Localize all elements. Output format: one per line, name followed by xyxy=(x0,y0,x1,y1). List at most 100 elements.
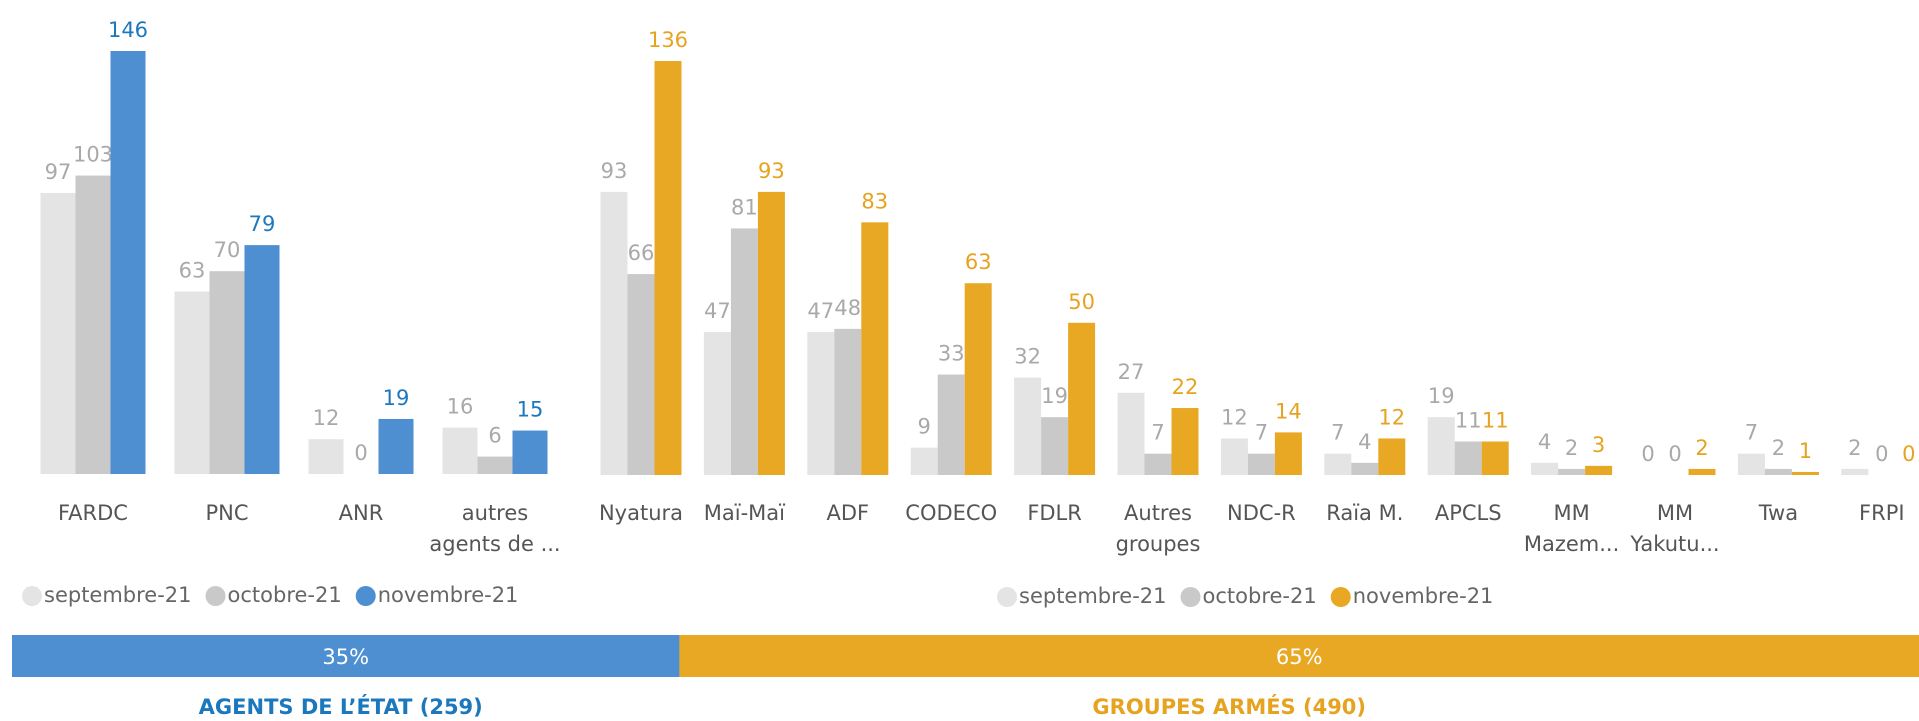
value-label: 22 xyxy=(1172,375,1199,399)
bar xyxy=(834,328,862,475)
category-label: Nyatura xyxy=(599,501,683,525)
category-label: FARDC xyxy=(58,501,128,525)
value-label: 70 xyxy=(214,238,241,262)
bar xyxy=(1531,462,1559,475)
bar xyxy=(477,456,513,474)
category-label: autres agents de ... xyxy=(429,501,560,556)
legend-label: novembre-21 xyxy=(378,583,519,607)
value-label: 7 xyxy=(1151,421,1164,445)
category-line: MM xyxy=(1657,501,1693,525)
value-label: 63 xyxy=(179,258,206,282)
value-label: 19 xyxy=(1041,384,1068,408)
legend-marker xyxy=(1330,587,1351,607)
category-label: Autres groupes xyxy=(1116,501,1201,556)
legend-marker xyxy=(1180,587,1201,607)
value-label: 93 xyxy=(601,159,628,183)
value-label: 0 xyxy=(1668,442,1681,466)
bar xyxy=(1688,468,1716,475)
category-line: groupes xyxy=(1116,532,1201,556)
bar xyxy=(244,245,280,474)
bar xyxy=(703,331,731,475)
value-label: 79 xyxy=(249,212,276,236)
bar xyxy=(1068,322,1096,475)
bar xyxy=(1220,438,1248,475)
value-label: 33 xyxy=(938,342,965,366)
value-label: 47 xyxy=(704,299,731,323)
value-label: 9 xyxy=(918,415,931,439)
value-label: 16 xyxy=(447,395,474,419)
bar xyxy=(654,61,682,475)
value-label: 146 xyxy=(108,18,148,42)
value-label: 136 xyxy=(648,28,688,52)
bar xyxy=(442,427,478,474)
bar xyxy=(174,291,210,474)
category-label: APCLS xyxy=(1435,501,1502,525)
value-label: 12 xyxy=(1378,405,1405,429)
category-label: Maï-Maï xyxy=(704,501,785,525)
value-label: 48 xyxy=(834,296,861,320)
category-line: Autres xyxy=(1124,501,1192,525)
bar xyxy=(937,374,965,475)
category-label: FDLR xyxy=(1027,501,1082,525)
bar xyxy=(1764,468,1792,475)
bar xyxy=(1041,417,1069,475)
category-label: MM Yakutu... xyxy=(1629,501,1719,556)
legend-label: septembre-21 xyxy=(1019,584,1167,608)
value-label: 103 xyxy=(73,143,113,167)
bar xyxy=(308,439,344,474)
value-label: 1 xyxy=(1799,439,1812,463)
bar xyxy=(730,228,758,475)
bar xyxy=(600,191,628,475)
bar xyxy=(1841,468,1869,475)
bar xyxy=(807,331,835,475)
value-label: 2 xyxy=(1565,436,1578,460)
value-label: 63 xyxy=(965,250,992,274)
value-label: 0 xyxy=(1641,442,1654,466)
legend-marker xyxy=(355,586,376,606)
bar xyxy=(964,283,992,475)
value-label: 11 xyxy=(1482,409,1509,433)
value-label: 47 xyxy=(807,299,834,323)
bar xyxy=(75,175,111,474)
group-title: AGENTS DE L’ÉTAT (259) xyxy=(199,694,483,719)
category-label: NDC-R xyxy=(1227,501,1296,525)
bar xyxy=(1144,453,1172,475)
value-label: 2 xyxy=(1695,436,1708,460)
bar xyxy=(861,222,889,475)
bar xyxy=(757,191,785,475)
value-label: 0 xyxy=(1875,442,1888,466)
value-label: 2 xyxy=(1772,436,1785,460)
value-label: 3 xyxy=(1592,433,1605,457)
category-label: FRPI xyxy=(1859,501,1905,525)
bar xyxy=(1585,465,1613,475)
category-label: ADF xyxy=(826,501,869,525)
legend-label: octobre-21 xyxy=(228,583,342,607)
value-label: 97 xyxy=(45,160,72,184)
value-label: 12 xyxy=(1221,405,1248,429)
legend-label: novembre-21 xyxy=(1353,584,1494,608)
legend-marker xyxy=(22,586,42,606)
bar xyxy=(910,447,938,475)
bar xyxy=(1481,441,1509,475)
value-label: 4 xyxy=(1538,430,1551,454)
category-label: Twa xyxy=(1758,501,1798,525)
category-label: ANR xyxy=(339,501,384,525)
value-label: 19 xyxy=(383,386,410,410)
bar xyxy=(1171,408,1199,475)
value-label: 2 xyxy=(1848,436,1861,460)
legend-label: octobre-21 xyxy=(1203,584,1317,608)
legend-marker xyxy=(997,587,1017,607)
share-bar xyxy=(12,635,680,677)
bar xyxy=(110,51,146,474)
bar xyxy=(1324,453,1352,475)
category-line: Yakutu... xyxy=(1629,532,1719,556)
value-label: 83 xyxy=(861,189,888,213)
bar xyxy=(1247,453,1275,475)
category-label: PNC xyxy=(205,501,248,525)
value-label: 14 xyxy=(1275,399,1302,423)
value-label: 15 xyxy=(517,398,544,422)
value-label: 7 xyxy=(1331,421,1344,445)
value-label: 50 xyxy=(1068,290,1095,314)
value-label: 81 xyxy=(731,195,758,219)
